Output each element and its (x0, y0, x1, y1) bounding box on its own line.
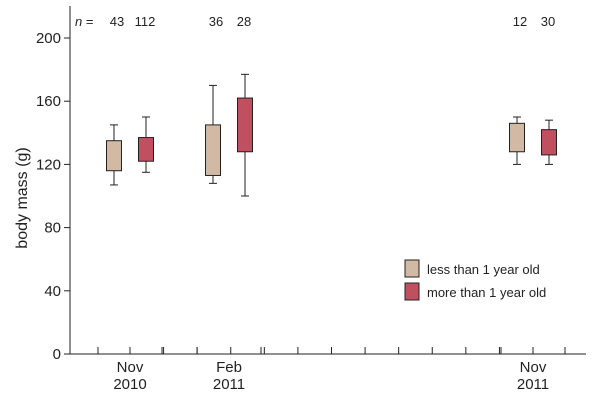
sample-size-label: 112 (135, 14, 156, 29)
n-equals: = (82, 14, 93, 29)
sample-size-label: 36 (209, 14, 223, 29)
date-year-label: 2011 (517, 376, 549, 393)
box-more-than-1-year (138, 137, 154, 162)
sample-size-label: 12 (513, 14, 527, 29)
box-series (106, 73, 557, 197)
y-tick-label: 80 (44, 220, 61, 237)
legend-swatch (404, 259, 420, 278)
sample-size-label: 28 (237, 14, 251, 29)
sample-size-label: 43 (110, 14, 124, 29)
legend-label: more than 1 year old (427, 285, 546, 300)
plot-frame (69, 6, 586, 355)
legend-swatch (404, 282, 420, 301)
y-tick-label: 200 (36, 30, 61, 47)
y-ticks: 0 40 80 120 160 200 (36, 30, 70, 363)
date-year-label: 2010 (113, 376, 146, 393)
date-month-label: Feb (216, 359, 242, 376)
sample-size-labels: n = 43 112 36 28 12 30 (75, 14, 555, 29)
box-less-than-1-year (106, 140, 122, 172)
y-tick-label: 160 (36, 93, 61, 110)
box-less-than-1-year (205, 124, 221, 176)
y-tick-label: 40 (44, 283, 61, 300)
n-symbol: n (75, 14, 82, 29)
sample-size-prefix: n = (75, 14, 93, 29)
date-month-label: Nov (520, 359, 547, 376)
y-tick-label: 120 (36, 156, 61, 173)
legend: less than 1 year old more than 1 year old (404, 259, 546, 301)
date-year-label: 2011 (213, 376, 245, 393)
x-ticks (97, 347, 566, 354)
y-tick-label: 0 (53, 346, 61, 363)
legend-label: less than 1 year old (427, 262, 540, 277)
box-more-than-1-year (541, 129, 557, 156)
date-month-label: Nov (117, 359, 144, 376)
box-more-than-1-year (237, 97, 253, 153)
box-less-than-1-year (509, 122, 525, 153)
sample-size-label: 30 (541, 14, 555, 29)
y-axis-title: body mass (g) (14, 147, 31, 248)
